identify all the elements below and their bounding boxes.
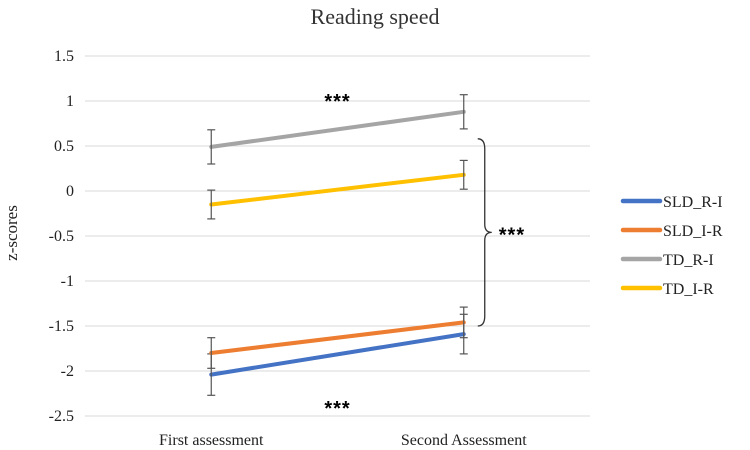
x-tick-labels: First assessment Second Assessment <box>159 432 527 449</box>
error-bar <box>459 306 468 339</box>
y-tick-label: 0 <box>66 183 74 200</box>
y-tick-label: -1.5 <box>49 318 74 335</box>
y-tick-label: -2 <box>61 363 74 380</box>
legend-label: SLD_R-I <box>663 194 723 211</box>
series-line <box>209 320 466 355</box>
y-tick-label: -1 <box>61 273 74 290</box>
series-group <box>207 94 468 396</box>
group-bracket <box>477 138 492 327</box>
series-TD_R-I <box>207 94 468 165</box>
series-line <box>209 332 466 377</box>
error-bar <box>207 337 216 369</box>
grid-lines <box>85 55 590 417</box>
x-tick-label: First assessment <box>159 432 264 449</box>
series-TD_I-R <box>207 159 468 220</box>
significance-marker-top: *** <box>324 91 350 113</box>
y-tick-label: -0.5 <box>49 228 74 245</box>
legend-label: SLD_I-R <box>663 223 723 240</box>
y-tick-label: 0.5 <box>54 138 74 155</box>
y-tick-label: -2.5 <box>49 408 74 425</box>
error-bar <box>207 189 216 220</box>
error-bar <box>459 94 468 130</box>
legend-item: SLD_R-I <box>620 194 723 211</box>
significance-annotations: *** *** *** <box>324 91 525 420</box>
y-tick-label: 1.5 <box>54 48 74 65</box>
significance-marker-bracket: *** <box>499 224 525 246</box>
series-SLD_I-R <box>207 306 468 369</box>
legend: SLD_R-I SLD_I-R TD_R-I TD_I-R <box>620 194 723 298</box>
legend-item: TD_I-R <box>620 281 714 298</box>
legend-label: TD_R-I <box>663 252 714 269</box>
x-tick-label: Second Assessment <box>401 432 527 449</box>
y-axis-label: z-scores <box>2 205 21 261</box>
legend-item: SLD_I-R <box>620 223 723 240</box>
chart-title: Reading speed <box>311 4 440 29</box>
error-bar <box>207 129 216 165</box>
y-tick-label: 1 <box>66 93 74 110</box>
significance-marker-bottom: *** <box>324 398 350 420</box>
series-line <box>209 109 466 149</box>
legend-item: TD_R-I <box>620 252 714 269</box>
series-line <box>209 172 466 207</box>
y-tick-labels: 1.5 1 0.5 0 -0.5 -1 -1.5 -2 -2.5 <box>49 48 74 425</box>
error-bar <box>459 159 468 190</box>
legend-label: TD_I-R <box>663 281 714 298</box>
